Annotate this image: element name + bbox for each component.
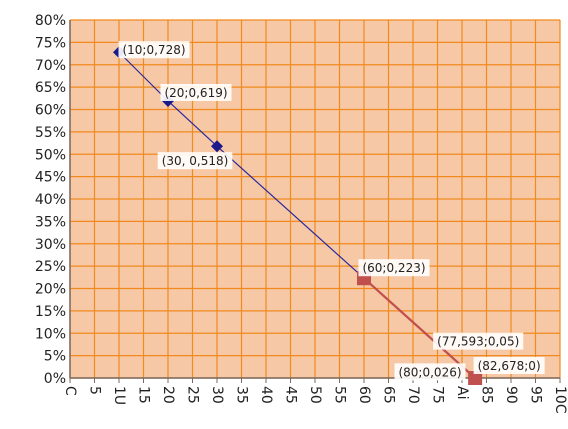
x-tick-label: 1U [111,386,127,405]
data-label-text: (10;0,728) [122,43,185,57]
data-label-box [157,152,233,170]
series-1-line [118,51,365,279]
grid [69,19,561,379]
data-label-text: (20;0,619) [164,86,227,100]
data-label-box [160,83,232,101]
x-tick-label: 50 [307,386,323,404]
y-tick-label: 25% [35,259,66,275]
data-label-6: (82,678;0) [473,357,545,374]
y-tick-label: 50% [35,147,66,163]
x-tick-label: 20 [160,386,176,404]
x-tick-label: 45 [283,386,299,404]
y-tick-label: 55% [35,125,66,141]
x-tick-label: 15 [136,386,152,404]
data-label-text: (80;0,026) [398,365,461,379]
y-tick-label: 70% [35,58,66,74]
x-tick-label: 35 [234,386,250,404]
y-tick-label: 0% [44,371,66,387]
data-label-1: (20;0,619) [160,83,232,101]
annotations: (10;0,728) (20;0,619) (30, 0,518) (60;0,223… [118,41,545,381]
x-tick-label: 25 [185,386,201,404]
data-label-0: (10;0,728) [118,41,190,59]
x-tick-label: 65 [381,386,397,404]
y-tick-label: 75% [35,35,66,51]
y-tick-label: 35% [35,214,66,230]
data-label-2: (30, 0,518) [157,152,233,170]
x-tick-label: 10C [552,386,568,414]
x-tick-label: 5 [87,386,103,395]
data-label-text: (82,678;0) [478,359,541,373]
x-tick-label: 85 [479,386,495,404]
x-tick-label: 75 [430,386,446,404]
x-tick-label: 90 [503,386,519,404]
y-tick-label: 60% [35,103,66,119]
x-tick-label: 70 [405,386,421,404]
x-tick-label: 40 [258,386,274,404]
y-tick-label: 30% [35,237,66,253]
y-tick-label: 45% [35,170,66,186]
x-tick-label: 95 [528,386,544,404]
data-label-box [473,357,545,374]
y-tick-label: 40% [35,192,66,208]
y-tick-label: 20% [35,282,66,298]
y-tick-label: 80% [35,13,66,29]
series-2-marker-1 [468,371,483,385]
x-tick-label: 30 [209,386,225,404]
data-label-4: (77,593;0,05) [433,332,524,350]
data-label-box [118,41,190,59]
data-label-text: (30, 0,518) [162,154,229,168]
y-tick-label: 65% [35,80,66,96]
tick-labels: 0% 5% 10% 15% 20% 25% 30% 35% 40% 45% 50% 55% 60% 65%… [35,13,568,414]
data-label-5: (80;0,026) [394,363,466,381]
data-label-text: (77,593;0,05) [437,335,519,349]
series-1-marker-2 [211,140,223,153]
data-label-box [433,332,524,350]
data-label-box [394,363,466,381]
x-tick-label: Ai [454,386,470,399]
x-tick-label: C [62,386,78,396]
data-label-3: (60;0,223) [358,259,430,277]
data-label-text: (60;0,223) [362,261,425,275]
x-tick-label: 55 [332,386,348,404]
data-label-box [358,259,430,277]
y-tick-label: 5% [44,349,66,365]
y-tick-label: 10% [35,326,66,342]
x-tick-label: 60 [356,386,372,404]
y-tick-label: 15% [35,304,66,320]
